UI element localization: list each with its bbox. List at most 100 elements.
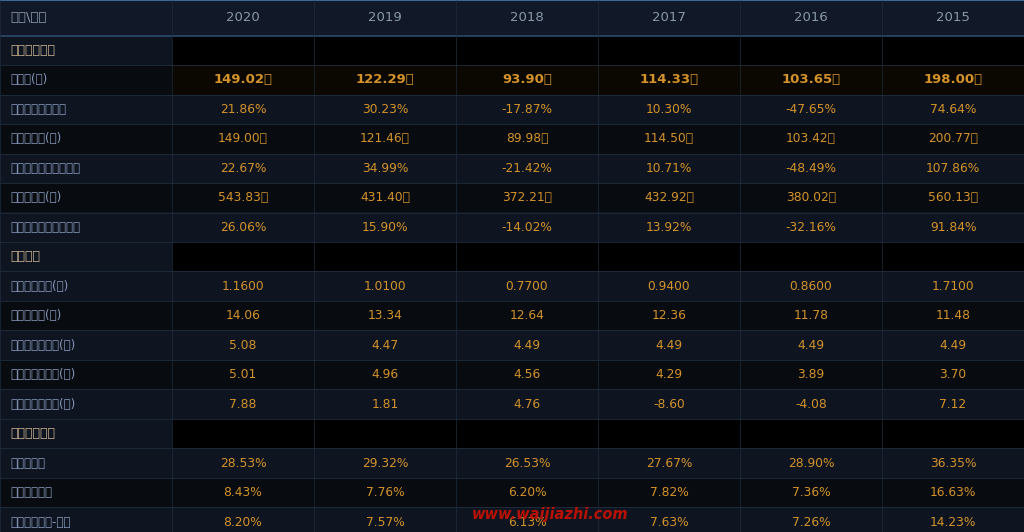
Bar <box>172 36 314 65</box>
Text: 净资产收益率: 净资产收益率 <box>10 486 52 499</box>
Text: 2016: 2016 <box>795 11 827 24</box>
Bar <box>456 242 598 271</box>
Bar <box>740 183 882 212</box>
Bar <box>740 508 882 532</box>
Text: 0.8600: 0.8600 <box>790 280 833 293</box>
Text: 30.23%: 30.23% <box>361 103 409 116</box>
Text: 7.63%: 7.63% <box>649 516 688 529</box>
Text: 122.29亿: 122.29亿 <box>355 73 415 86</box>
Bar <box>740 301 882 330</box>
Text: 1.7100: 1.7100 <box>932 280 974 293</box>
Text: 543.83亿: 543.83亿 <box>218 191 268 204</box>
Text: 每股未分配利润(元): 每股未分配利润(元) <box>10 368 75 381</box>
Bar <box>882 65 1024 95</box>
Text: 26.06%: 26.06% <box>220 221 266 234</box>
Text: 7.88: 7.88 <box>229 398 257 411</box>
Text: 6.20%: 6.20% <box>508 486 547 499</box>
Text: 36.35%: 36.35% <box>930 457 976 470</box>
Bar <box>882 389 1024 419</box>
Text: 432.92亿: 432.92亿 <box>644 191 694 204</box>
Bar <box>598 389 740 419</box>
Bar <box>456 360 598 389</box>
Text: 13.34: 13.34 <box>368 309 402 322</box>
Bar <box>882 419 1024 448</box>
Bar <box>740 95 882 124</box>
Bar <box>0 124 172 154</box>
Bar <box>172 508 314 532</box>
Bar <box>740 124 882 154</box>
Text: 每股经营现金流(元): 每股经营现金流(元) <box>10 398 75 411</box>
Text: 12.36: 12.36 <box>651 309 686 322</box>
Bar <box>172 154 314 183</box>
Bar <box>882 271 1024 301</box>
Bar <box>882 301 1024 330</box>
Bar <box>172 271 314 301</box>
Bar <box>172 124 314 154</box>
Bar <box>740 36 882 65</box>
Text: 净利润(元): 净利润(元) <box>10 73 47 86</box>
Bar <box>598 448 740 478</box>
Bar <box>0 508 172 532</box>
Text: 198.00亿: 198.00亿 <box>924 73 983 86</box>
Bar <box>598 330 740 360</box>
Text: -21.42%: -21.42% <box>502 162 552 174</box>
Bar <box>740 242 882 271</box>
Bar <box>456 508 598 532</box>
Bar <box>598 360 740 389</box>
Bar <box>882 242 1024 271</box>
Text: 11.78: 11.78 <box>794 309 828 322</box>
Text: 1.0100: 1.0100 <box>364 280 407 293</box>
Bar <box>0 301 172 330</box>
Bar <box>882 154 1024 183</box>
Bar <box>740 419 882 448</box>
Bar <box>456 65 598 95</box>
Bar <box>598 124 740 154</box>
Text: 基本每股收益(元): 基本每股收益(元) <box>10 280 69 293</box>
Bar <box>740 360 882 389</box>
Text: 营业总收入(元): 营业总收入(元) <box>10 191 61 204</box>
Bar <box>172 242 314 271</box>
Text: 4.56: 4.56 <box>513 368 541 381</box>
Bar <box>314 419 456 448</box>
Text: 22.67%: 22.67% <box>220 162 266 174</box>
Text: 200.77亿: 200.77亿 <box>928 132 978 145</box>
Bar <box>456 271 598 301</box>
Bar <box>598 419 740 448</box>
Bar <box>456 95 598 124</box>
Bar <box>598 212 740 242</box>
Text: 28.53%: 28.53% <box>220 457 266 470</box>
Bar <box>314 212 456 242</box>
Bar <box>598 95 740 124</box>
Text: 372.21亿: 372.21亿 <box>502 191 552 204</box>
Text: 8.20%: 8.20% <box>223 516 262 529</box>
Text: 29.32%: 29.32% <box>361 457 409 470</box>
Text: 8.43%: 8.43% <box>223 486 262 499</box>
Text: 103.65亿: 103.65亿 <box>781 73 841 86</box>
Bar <box>314 448 456 478</box>
Text: 74.64%: 74.64% <box>930 103 976 116</box>
Text: 14.06: 14.06 <box>225 309 260 322</box>
Bar <box>598 271 740 301</box>
Bar <box>740 65 882 95</box>
Bar <box>598 36 740 65</box>
Text: 7.12: 7.12 <box>939 398 967 411</box>
Text: 营业总收入同比增长率: 营业总收入同比增长率 <box>10 221 80 234</box>
Text: 107.86%: 107.86% <box>926 162 980 174</box>
Text: 7.76%: 7.76% <box>366 486 404 499</box>
Text: 26.53%: 26.53% <box>504 457 550 470</box>
Text: 扣非净利润(元): 扣非净利润(元) <box>10 132 61 145</box>
Bar <box>172 448 314 478</box>
Text: 114.50亿: 114.50亿 <box>644 132 694 145</box>
Bar <box>314 124 456 154</box>
Bar <box>172 301 314 330</box>
Bar <box>314 271 456 301</box>
Text: 5.01: 5.01 <box>229 368 257 381</box>
Text: 15.90%: 15.90% <box>361 221 409 234</box>
Text: 3.89: 3.89 <box>798 368 824 381</box>
Bar <box>456 389 598 419</box>
Bar <box>0 95 172 124</box>
Bar <box>0 183 172 212</box>
Text: 89.98亿: 89.98亿 <box>506 132 548 145</box>
Bar <box>882 448 1024 478</box>
Text: 34.99%: 34.99% <box>361 162 409 174</box>
